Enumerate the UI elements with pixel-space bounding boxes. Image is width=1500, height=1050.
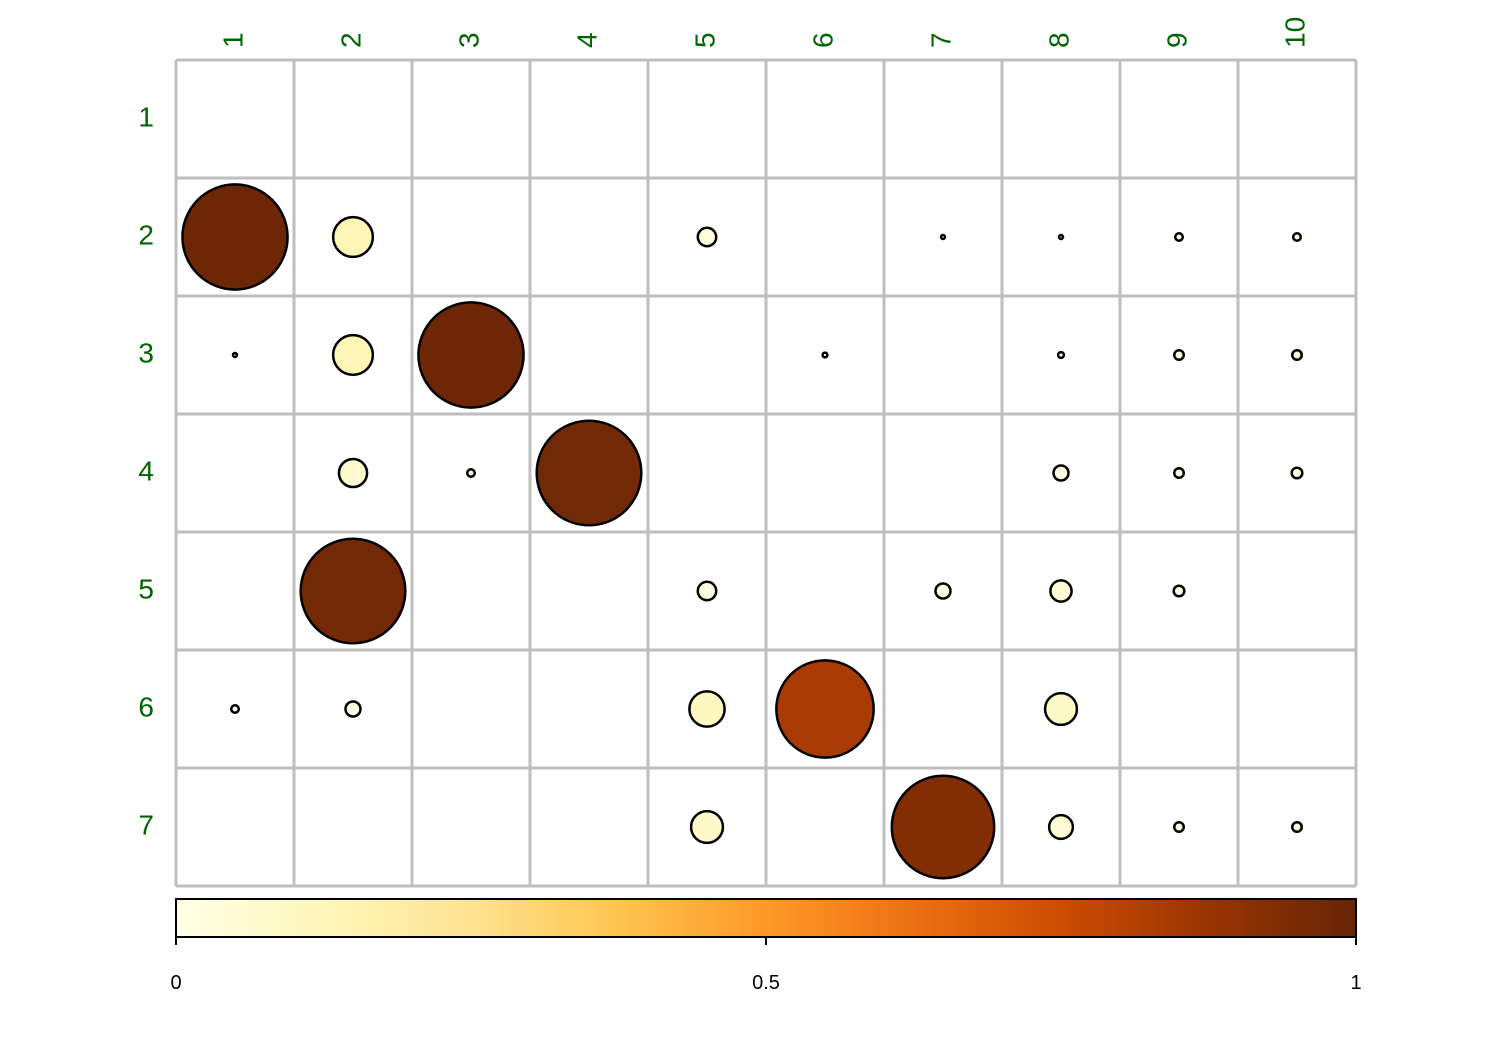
data-point — [934, 582, 952, 600]
data-point — [1056, 350, 1066, 360]
data-point — [1057, 233, 1065, 241]
grid — [174, 58, 1358, 888]
data-point — [1052, 464, 1070, 482]
column-label: 3 — [453, 32, 484, 48]
data-point — [1043, 691, 1079, 727]
data-point — [535, 419, 643, 527]
column-label: 6 — [807, 32, 838, 48]
row-label: 2 — [138, 219, 154, 250]
colorbar-tick-label: 0.5 — [752, 972, 780, 994]
data-point — [1290, 466, 1304, 480]
data-point — [775, 659, 875, 759]
colorbar-ticks: 0 0.5 1 — [170, 937, 1362, 994]
column-label: 8 — [1043, 32, 1074, 48]
data-point — [1173, 231, 1185, 243]
data-point — [465, 467, 477, 479]
data-point — [181, 183, 289, 291]
data-point — [1291, 231, 1303, 243]
data-point — [1291, 821, 1303, 833]
data-point — [231, 351, 239, 359]
column-label: 2 — [335, 32, 366, 48]
data-point — [821, 351, 829, 359]
data-point — [890, 774, 996, 880]
data-point — [1049, 579, 1073, 603]
data-point — [688, 690, 726, 728]
row-label: 7 — [138, 809, 154, 840]
column-label: 5 — [689, 32, 720, 48]
row-label: 1 — [138, 101, 154, 132]
column-labels: 1 2 3 4 5 6 7 8 9 10 — [217, 17, 1310, 48]
data-point — [1047, 813, 1075, 841]
row-label: 5 — [138, 573, 154, 604]
column-label: 7 — [925, 32, 956, 48]
data-point — [689, 809, 725, 845]
data-point — [1291, 349, 1303, 361]
row-label: 4 — [138, 455, 154, 486]
row-label: 3 — [138, 337, 154, 368]
data-point — [331, 333, 375, 377]
colorbar-tick-label: 0 — [170, 972, 181, 994]
column-label: 10 — [1279, 17, 1310, 48]
data-point — [1173, 467, 1185, 479]
colorbar-gradient — [175, 898, 1357, 938]
data-point — [417, 301, 525, 409]
data-point — [1173, 349, 1185, 361]
colorbar-tick-label: 1 — [1350, 972, 1361, 994]
data-point — [229, 703, 241, 715]
row-labels: 1 2 3 4 5 6 7 — [138, 101, 154, 840]
colorbar-legend: 0 0.5 1 — [170, 898, 1362, 994]
column-label: 1 — [217, 32, 248, 48]
column-label: 4 — [571, 32, 602, 48]
data-point — [1172, 584, 1186, 598]
data-point — [337, 457, 369, 489]
data-point — [299, 537, 407, 645]
column-label: 9 — [1161, 32, 1192, 48]
data-point — [331, 215, 375, 259]
data-point — [696, 226, 718, 248]
data-point — [939, 233, 947, 241]
data-point — [696, 580, 718, 602]
row-label: 6 — [138, 691, 154, 722]
dot-layer — [181, 183, 1304, 880]
data-point — [344, 700, 362, 718]
data-point — [1173, 821, 1185, 833]
